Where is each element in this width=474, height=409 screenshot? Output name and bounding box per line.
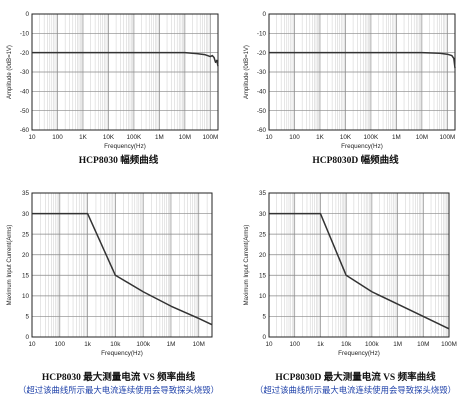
y-tick-label: -40 xyxy=(257,89,267,96)
series-line xyxy=(269,51,456,69)
plot-area xyxy=(269,193,449,337)
y-tick-label: 10 xyxy=(259,293,267,300)
y-tick-label: -50 xyxy=(20,108,30,115)
x-tick-label: 100 xyxy=(55,341,66,348)
y-tick-label: 25 xyxy=(22,231,30,238)
series-line xyxy=(269,212,450,330)
y-tick-label: 0 xyxy=(25,334,29,341)
chart-panel-4: 10 100 1k 10k 100k 1M 10M 100M 0 5 10 15 20 25 30 35 Fre… xyxy=(237,185,474,409)
x-tick-label: 10M xyxy=(417,341,429,348)
x-axis-label: Frequency(Hz) xyxy=(101,350,143,357)
chart-plot-2: 10 100 1K 10K 100K 1M 10M 100M 0 -10 -20 -30 -40 -50 -… xyxy=(244,11,456,150)
y-tick-label: 30 xyxy=(259,211,267,218)
x-tick-label: 1K xyxy=(79,134,88,141)
y-tick-label: 20 xyxy=(22,252,30,259)
chart-panel-3: 10 100 1k 10k 100k 1M 10M 0 5 10 15 20 25 30 35 Frequen… xyxy=(0,185,237,409)
y-tick-label: 0 xyxy=(25,11,29,18)
x-tick-label: 1M xyxy=(392,134,401,141)
x-tick-label: 10K xyxy=(340,134,352,141)
x-tick-label: 1k xyxy=(317,341,325,348)
x-tick-label: 1M xyxy=(155,134,164,141)
y-tick-label: -20 xyxy=(257,50,267,57)
chart-plot-3: 10 100 1k 10k 100k 1M 10M 0 5 10 15 20 25 30 35 Frequen… xyxy=(7,190,213,357)
x-tick-label: 10 xyxy=(265,341,273,348)
chart-panel-2: 10 100 1K 10K 100K 1M 10M 100M 0 -10 -20 -30 -40 -50 -… xyxy=(237,0,474,190)
x-tick-label: 1k xyxy=(84,341,92,348)
x-tick-label: 10 xyxy=(28,341,36,348)
chart-note-4: （超过该曲线所示最大电流连续使用会导致探头烧毁） xyxy=(255,385,456,395)
y-tick-label: 5 xyxy=(25,314,29,321)
x-tick-label: 10M xyxy=(179,134,191,141)
x-tick-label: 100M xyxy=(202,134,218,141)
y-axis-label: Amplitude (0dB=1V) xyxy=(7,45,13,99)
y-tick-label: 0 xyxy=(262,334,266,341)
y-tick-label: 5 xyxy=(262,314,266,321)
series-line xyxy=(32,51,219,67)
plot-area xyxy=(32,193,212,337)
x-tick-label: 1M xyxy=(393,341,402,348)
chart-title-4: HCP8030D 最大测量电流 VS 频率曲线 xyxy=(275,373,436,383)
y-tick-label: -60 xyxy=(257,127,267,134)
x-tick-label: 100K xyxy=(127,134,143,141)
chart-note-3: （超过该曲线所示最大电流连续使用会导致探头烧毁） xyxy=(18,385,219,395)
x-tick-label: 100 xyxy=(52,134,63,141)
x-tick-label: 100 xyxy=(289,134,300,141)
x-tick-label: 10 xyxy=(265,134,273,141)
x-tick-label: 1K xyxy=(316,134,325,141)
y-tick-label: 35 xyxy=(259,190,267,197)
x-tick-label: 100M xyxy=(441,341,457,348)
x-tick-label: 10k xyxy=(110,341,121,348)
x-axis-label: Frequency(Hz) xyxy=(341,143,383,150)
x-tick-label: 100M xyxy=(439,134,455,141)
y-tick-label: -10 xyxy=(257,31,267,38)
x-tick-label: 100K xyxy=(364,134,380,141)
x-tick-label: 10K xyxy=(103,134,115,141)
plot-frame xyxy=(268,192,450,338)
x-axis-label: Frequency(Hz) xyxy=(104,143,146,150)
y-tick-label: 25 xyxy=(259,231,267,238)
x-tick-label: 10M xyxy=(193,341,205,348)
x-tick-label: 1M xyxy=(167,341,176,348)
y-tick-label: 0 xyxy=(262,11,266,18)
x-tick-label: 10M xyxy=(416,134,428,141)
y-tick-label: 35 xyxy=(22,190,30,197)
y-tick-label: -60 xyxy=(20,127,30,134)
chart-title-3: HCP8030 最大测量电流 VS 频率曲线 xyxy=(41,373,196,383)
y-tick-label: 15 xyxy=(22,272,30,279)
chart-plot-1: 10 100 1K 10K 100K 1M 10M 100M 0 -10 -20 -30 -40 -50 -… xyxy=(7,11,219,150)
y-axis-label: Amplitude (0dB=1V) xyxy=(244,45,250,99)
y-axis-label: Maximum Input Current(Arms) xyxy=(7,225,13,306)
y-tick-label: -20 xyxy=(20,50,30,57)
chart-title-1: HCP8030 幅频曲线 xyxy=(78,156,159,166)
x-tick-label: 100k xyxy=(136,341,151,348)
plot-frame xyxy=(31,13,219,131)
y-tick-label: -30 xyxy=(257,69,267,76)
x-tick-label: 100 xyxy=(289,341,300,348)
y-tick-label: -30 xyxy=(20,69,30,76)
y-tick-label: -10 xyxy=(20,31,30,38)
x-tick-label: 100k xyxy=(365,341,380,348)
x-tick-label: 10 xyxy=(28,134,36,141)
plot-frame xyxy=(268,13,456,131)
series-line xyxy=(32,212,213,326)
y-tick-label: 20 xyxy=(259,252,267,259)
y-axis-label: Maximum Input Current(Arms) xyxy=(244,225,250,306)
x-tick-label: 10k xyxy=(341,341,352,348)
chart-title-2: HCP8030D 幅频曲线 xyxy=(312,156,399,166)
y-tick-label: -40 xyxy=(20,89,30,96)
y-tick-label: -50 xyxy=(257,108,267,115)
chart-plot-4: 10 100 1k 10k 100k 1M 10M 100M 0 5 10 15 20 25 30 35 Fre… xyxy=(244,190,457,357)
plot-frame xyxy=(31,192,213,338)
y-tick-label: 15 xyxy=(259,272,267,279)
y-tick-label: 30 xyxy=(22,211,30,218)
chart-panel-1: 10 100 1K 10K 100K 1M 10M 100M 0 -10 -20 -30 -40 -50 -… xyxy=(0,0,237,190)
x-axis-label: Frequency(Hz) xyxy=(338,350,380,357)
y-tick-label: 10 xyxy=(22,293,30,300)
